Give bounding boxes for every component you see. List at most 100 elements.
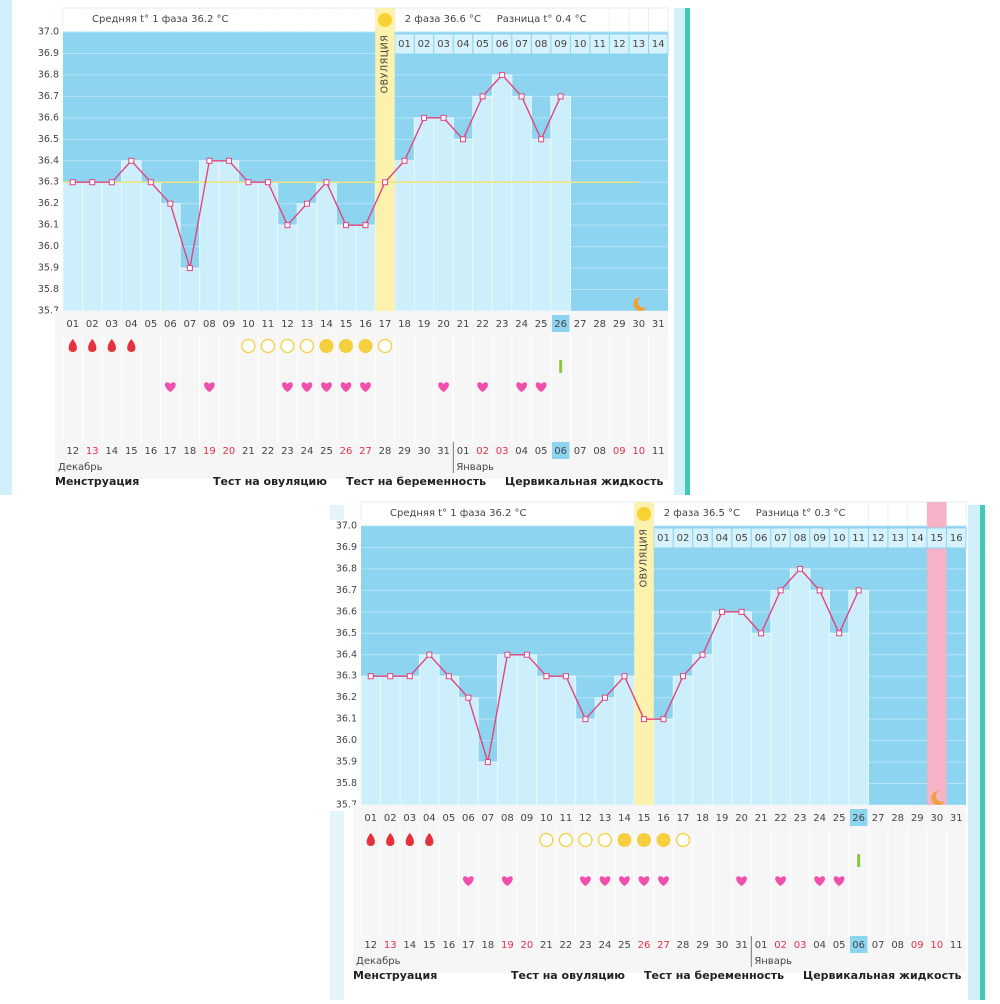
phase2-day-label: 08 <box>794 533 807 544</box>
temperature-column <box>238 181 259 312</box>
date-label: 24 <box>599 940 612 951</box>
menstruation-drop <box>366 833 375 846</box>
y-tick-label: 36.7 <box>38 91 59 102</box>
intercourse-heart <box>516 382 527 392</box>
temperature-point <box>543 673 550 680</box>
phase2-day-label: 12 <box>613 39 626 50</box>
legend-label: Тест на беременность <box>346 475 486 488</box>
temperature-point <box>465 694 472 701</box>
date-label: 15 <box>125 446 138 457</box>
temperature-column <box>140 181 162 312</box>
month-label: Декабрь <box>356 956 401 967</box>
temperature-column <box>179 267 201 312</box>
today-box <box>849 809 868 826</box>
date-label: 23 <box>579 940 592 951</box>
ovulation-test-negative <box>539 832 554 848</box>
temperature-column <box>360 675 382 806</box>
date-label: 28 <box>677 940 690 951</box>
cycle-day-label: 07 <box>183 319 196 330</box>
ovulation-test-negative <box>675 832 691 848</box>
intercourse-heart <box>619 876 630 886</box>
temperature-point <box>601 694 608 701</box>
phase2-day-label: 12 <box>872 533 885 544</box>
intercourse-heart <box>164 382 176 392</box>
temperature-difference: Разница t° 0.4 °C <box>497 14 587 25</box>
intercourse-heart <box>360 382 371 392</box>
temperature-point <box>342 222 349 229</box>
date-label: 05 <box>833 940 846 951</box>
y-tick-label: 35.9 <box>38 263 59 274</box>
cycle-day-label: 17 <box>677 813 690 824</box>
phase2-day-label: 01 <box>398 39 411 50</box>
today-date-box <box>551 442 570 459</box>
temperature-column <box>277 224 298 312</box>
temperature-point <box>479 93 486 100</box>
cycle-day-label: 08 <box>501 813 514 824</box>
temperature-point <box>640 716 647 723</box>
ovulation-test-positive <box>358 339 373 353</box>
y-tick-label: 36.1 <box>38 220 59 231</box>
temperature-point <box>523 651 530 658</box>
temperature-column <box>653 718 674 806</box>
temperature-column <box>731 611 752 806</box>
temperature-point <box>401 157 408 164</box>
temperature-column <box>809 589 830 806</box>
cycle-day-label: 16 <box>359 319 372 330</box>
y-tick-label: 35.7 <box>336 800 357 811</box>
month-label: Январь <box>456 462 494 473</box>
temperature-point <box>382 179 389 186</box>
phase2-day-label: 07 <box>515 39 528 50</box>
intercourse-heart <box>321 382 332 392</box>
phase2-day-label: 08 <box>535 39 548 50</box>
temperature-column <box>438 675 460 806</box>
temperature-point <box>855 587 862 594</box>
left-strip <box>0 0 12 495</box>
intercourse-heart <box>477 382 488 392</box>
temperature-point <box>367 673 374 680</box>
date-label: 11 <box>652 446 665 457</box>
date-label: 16 <box>442 940 455 951</box>
axis-bg <box>327 520 361 811</box>
menstruation-drop <box>68 339 77 352</box>
cycle-day-label: 26 <box>554 319 567 330</box>
date-label: 19 <box>203 446 216 457</box>
phase2-day-label: 09 <box>554 39 567 50</box>
temperature-column <box>355 224 376 312</box>
date-label: 17 <box>164 446 177 457</box>
temperature-column <box>477 761 499 806</box>
temperature-point <box>387 673 394 680</box>
date-label: 10 <box>930 940 943 951</box>
right-accent <box>685 8 690 495</box>
temperature-column <box>160 203 181 312</box>
ovulation-test-negative <box>241 338 256 354</box>
intercourse-heart <box>599 876 611 886</box>
legend-label: Цервикальная жидкость <box>505 475 663 488</box>
today-box <box>551 315 570 332</box>
temperature-column <box>472 95 493 312</box>
cycle-day-label: 08 <box>203 319 216 330</box>
date-label: 17 <box>462 940 475 951</box>
cycle-day-label: 10 <box>242 319 255 330</box>
ovulation-test-positive <box>338 339 353 353</box>
date-label: 13 <box>384 940 397 951</box>
temperature-point <box>303 200 310 207</box>
temperature-column <box>692 654 713 806</box>
phase1-average: Средняя t° 1 фаза 36.2 °C <box>92 14 229 25</box>
date-label: 30 <box>716 940 729 951</box>
ovulation-test-negative <box>280 338 295 354</box>
cycle-day-label: 25 <box>833 813 846 824</box>
ovulation-sun <box>378 13 393 27</box>
temperature-column <box>316 181 337 312</box>
cycle-day-label: 02 <box>384 813 397 824</box>
cycle-day-label: 02 <box>86 319 99 330</box>
header-text-bg <box>371 504 629 524</box>
right-accent <box>980 505 985 1000</box>
y-tick-label: 36.3 <box>336 671 357 682</box>
date-label: 24 <box>301 446 314 457</box>
moon-icon <box>931 790 945 805</box>
phase2-day-label: 05 <box>735 533 748 544</box>
y-tick-label: 35.7 <box>38 306 59 317</box>
legend-label: Тест на овуляцию <box>511 969 625 982</box>
temperature-column <box>452 138 474 312</box>
date-label: 02 <box>476 446 489 457</box>
